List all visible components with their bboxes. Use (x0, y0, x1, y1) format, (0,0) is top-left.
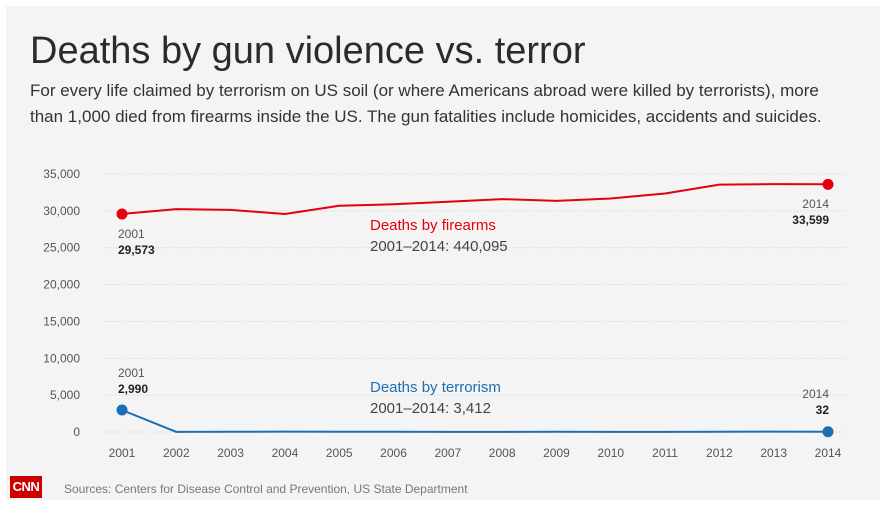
y-tick-label: 15,000 (43, 314, 80, 328)
series-line-terrorism (121, 409, 829, 433)
y-tick-label: 5,000 (50, 388, 80, 402)
terrorism-total-label: 2001–2014: 3,412 (370, 400, 491, 417)
firearms-start-year-label: 2001 (118, 227, 145, 241)
series-start-marker (116, 208, 128, 220)
series-line-firearms (121, 183, 829, 215)
firearms-total-label: 2001–2014: 440,095 (370, 238, 508, 255)
firearms-start-value-label: 29,573 (118, 243, 155, 257)
x-tick-label: 2010 (597, 446, 624, 460)
x-tick-label: 2011 (652, 446, 678, 460)
x-tick-label: 2002 (163, 446, 190, 460)
y-tick-label: 30,000 (43, 204, 80, 218)
x-tick-label: 2014 (815, 446, 842, 460)
chart-card (6, 6, 880, 500)
terrorism-start-year-label: 2001 (118, 366, 145, 380)
y-tick-label: 25,000 (43, 241, 80, 255)
chart-title: Deaths by gun violence vs. terror (30, 30, 586, 72)
terrorism-end-value-label: 32 (816, 403, 830, 417)
x-tick-label: 2008 (489, 446, 516, 460)
x-tick-label: 2012 (706, 446, 733, 460)
y-tick-label: 20,000 (43, 278, 80, 292)
cnn-logo: CNN (10, 476, 42, 498)
chart-subtitle: For every life claimed by terrorism on U… (30, 81, 822, 126)
source-note: Sources: Centers for Disease Control and… (64, 482, 468, 496)
firearms-end-year-label: 2014 (802, 197, 829, 211)
footer: CNN Sources: Centers for Disease Control… (6, 468, 880, 500)
series-end-marker (822, 426, 834, 438)
series-end-marker (822, 178, 834, 190)
terrorism-end-year-label: 2014 (802, 387, 829, 401)
series-start-marker (116, 404, 128, 416)
x-tick-label: 2013 (760, 446, 787, 460)
line-chart: 0 5,000 10,000 15,000 20,000 25,000 30,000 35,0… (43, 167, 848, 460)
terrorism-series-label: Deaths by terrorism (370, 379, 501, 396)
x-tick-label: 2001 (109, 446, 136, 460)
x-tick-label: 2007 (434, 446, 461, 460)
x-tick-label: 2006 (380, 446, 407, 460)
x-tick-label: 2005 (326, 446, 353, 460)
terrorism-start-value-label: 2,990 (118, 382, 148, 396)
x-tick-label: 2009 (543, 446, 570, 460)
y-tick-label: 0 (73, 425, 80, 439)
y-tick-label: 10,000 (43, 351, 80, 365)
firearms-end-value-label: 33,599 (792, 213, 829, 227)
x-tick-label: 2004 (272, 446, 299, 460)
y-tick-label: 35,000 (43, 167, 80, 181)
x-tick-label: 2003 (217, 446, 244, 460)
firearms-series-label: Deaths by firearms (370, 217, 496, 234)
